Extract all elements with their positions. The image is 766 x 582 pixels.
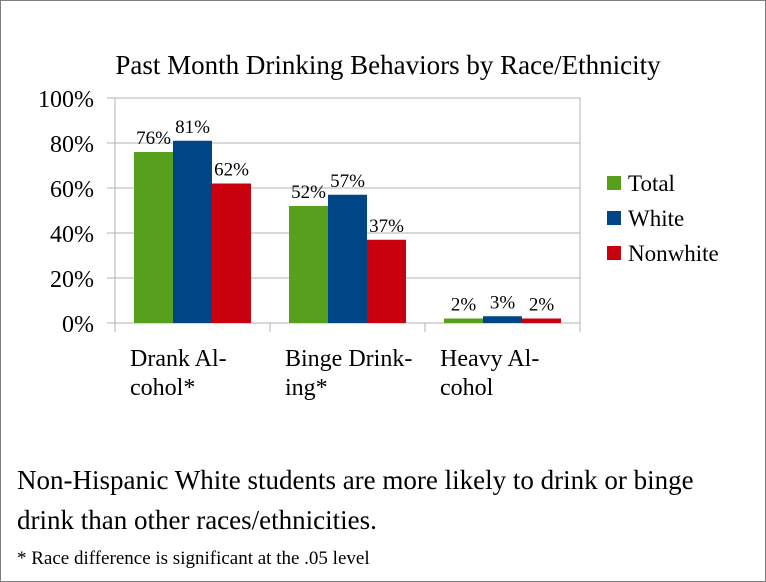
axes: 0% 20% 40% 60% 80% 100% Drank Al-cohol* Binge D…	[38, 87, 581, 401]
legend: Total White Nonwhite	[607, 171, 719, 266]
bar-nonwhite	[367, 239, 406, 323]
legend-swatch-white	[607, 211, 621, 225]
y-tick-label: 100%	[38, 87, 94, 113]
bar-white	[328, 194, 367, 323]
legend-label: White	[628, 206, 684, 231]
y-tick-label: 0%	[62, 312, 94, 338]
bar-nonwhite	[212, 183, 251, 323]
y-tick-label: 20%	[50, 267, 94, 293]
legend-swatch-nonwhite	[607, 246, 621, 260]
legend-label: Total	[628, 171, 675, 196]
legend-label: Nonwhite	[628, 241, 719, 266]
chart-title: Past Month Drinking Behaviors by Race/Et…	[115, 50, 661, 80]
bar-total	[134, 152, 173, 323]
data-label: 2%	[451, 295, 477, 316]
bar-chart: Past Month Drinking Behaviors by Race/Et…	[38, 50, 719, 401]
category-label: ing*	[285, 375, 328, 401]
caption-text: Non-Hispanic White students are more lik…	[17, 465, 694, 535]
bar-nonwhite	[522, 318, 561, 323]
y-tick-label: 80%	[50, 132, 94, 158]
y-tick-label: 40%	[50, 222, 94, 248]
bar-white	[173, 140, 212, 323]
data-labels: 76% 52% 2% 81% 57% 3% 62% 37% 2%	[136, 117, 554, 316]
data-label: 52%	[291, 182, 326, 203]
data-label: 81%	[175, 117, 210, 138]
bar-white	[483, 316, 522, 323]
category-label: Drank Al-	[130, 346, 227, 372]
bar-total	[289, 206, 328, 323]
category-label: Heavy Al-	[440, 346, 539, 372]
bar-total	[444, 318, 483, 323]
data-label: 37%	[369, 216, 404, 237]
data-label: 76%	[136, 128, 171, 149]
bars	[134, 140, 561, 323]
significance-note: * Race difference is significant at the …	[17, 548, 370, 569]
data-label: 57%	[330, 171, 365, 192]
data-label: 2%	[529, 295, 555, 316]
y-tick-label: 60%	[50, 177, 94, 203]
category-label: cohol*	[130, 375, 195, 401]
category-label: cohol	[440, 375, 494, 401]
data-label: 62%	[214, 160, 249, 181]
legend-swatch-total	[607, 176, 621, 190]
data-label: 3%	[490, 292, 516, 313]
category-label: Binge Drink-	[285, 346, 412, 372]
